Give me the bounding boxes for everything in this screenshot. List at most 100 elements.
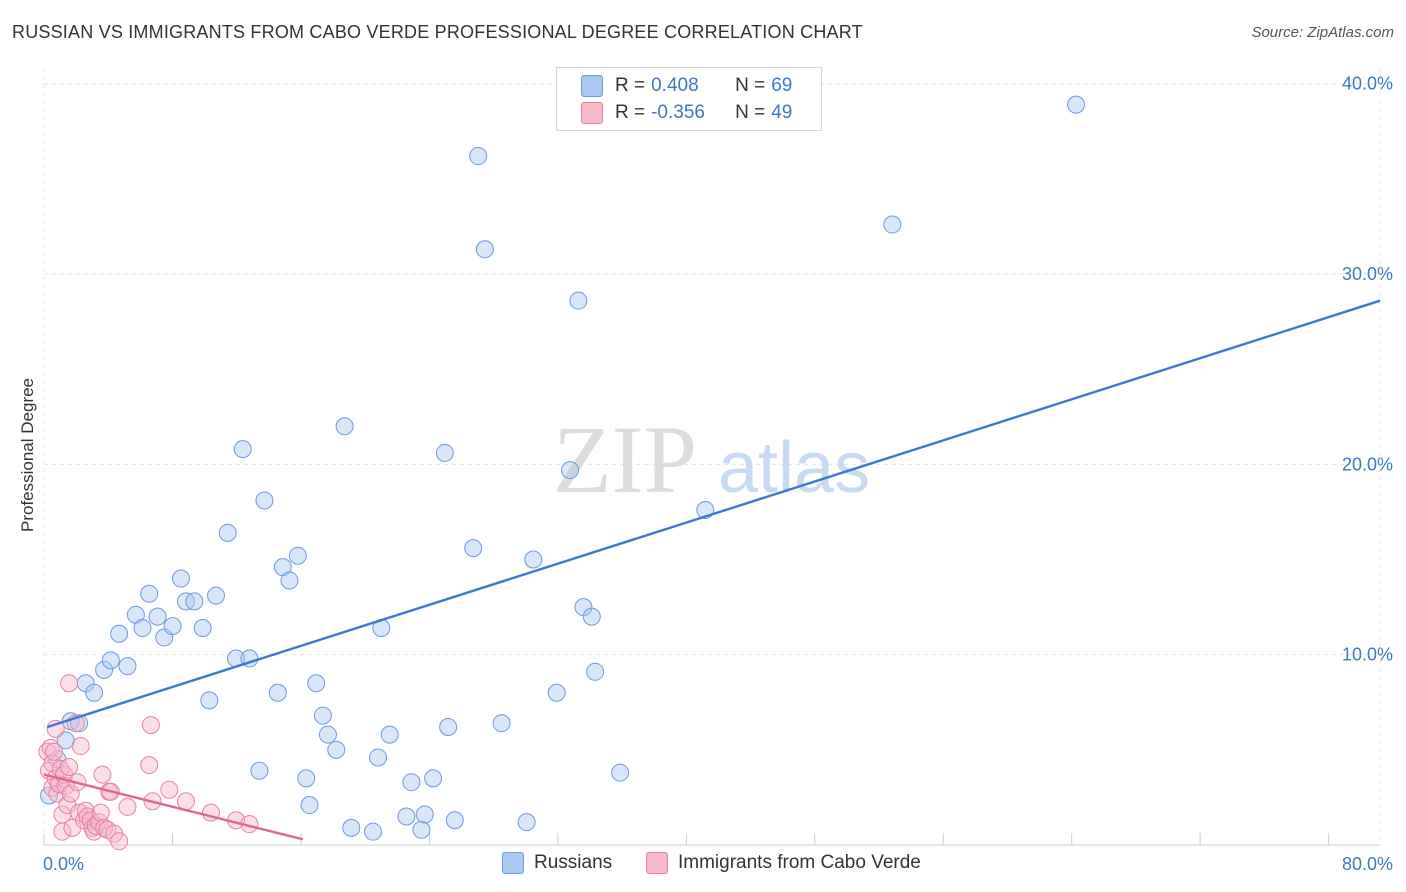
point-cabo-verde [118, 797, 137, 816]
point-russians [547, 683, 566, 702]
point-russians [369, 748, 387, 767]
point-cabo-verde [60, 757, 79, 776]
watermark-atlas: atlas [718, 428, 870, 508]
legend-row-russians: R = 0.408 N = 69 [581, 73, 792, 99]
y-tick-label: 20.0% [1342, 454, 1393, 474]
point-russians [163, 617, 182, 636]
point-cabo-verde [141, 716, 160, 735]
point-cabo-verde [53, 822, 72, 841]
point-russians [445, 811, 464, 830]
point-russians [300, 796, 319, 815]
r-label: R = [615, 102, 646, 123]
n-value: 49 [771, 102, 793, 123]
correlation-legend: R = 0.408 N = 69 R = -0.356 N = 49 [556, 67, 822, 131]
point-russians [380, 725, 399, 744]
point-russians [524, 550, 543, 569]
data-points [38, 95, 1086, 851]
point-russians [561, 461, 580, 480]
point-russians [569, 291, 588, 310]
x-tick-label-min: 0.0% [43, 854, 84, 874]
source-label: Source: ZipAtlas.com [1251, 24, 1394, 41]
point-russians [200, 691, 219, 710]
legend-item-russians[interactable]: Russians [502, 852, 612, 874]
point-russians [148, 607, 167, 626]
point-russians [439, 718, 458, 736]
point-cabo-verde [60, 674, 79, 693]
point-russians [268, 683, 287, 702]
point-russians [611, 763, 630, 782]
legend-swatch-russians [581, 75, 603, 97]
point-russians [335, 417, 354, 436]
point-russians [101, 651, 120, 670]
legend-label-russians: Russians [534, 852, 613, 873]
y-tick-labels: 10.0% 20.0% 30.0% 40.0% [1342, 74, 1393, 665]
point-russians [297, 769, 316, 788]
legend-label-cabo-verde: Immigrants from Cabo Verde [678, 852, 921, 873]
point-russians [363, 822, 382, 841]
point-russians [435, 443, 454, 462]
point-cabo-verde [140, 756, 159, 775]
point-cabo-verde [176, 792, 195, 811]
point-russians [233, 440, 252, 459]
point-russians [218, 523, 237, 542]
chart-title: RUSSIAN VS IMMIGRANTS FROM CABO VERDE PR… [12, 22, 863, 42]
x-tick-label-max: 80.0% [1342, 854, 1393, 874]
point-russians [582, 607, 601, 626]
r-value: 0.408 [651, 75, 699, 96]
r-label: R = [615, 75, 646, 96]
point-russians [207, 586, 226, 605]
point-russians [464, 539, 483, 558]
point-cabo-verde [61, 784, 80, 803]
point-russians [255, 491, 274, 510]
legend-swatch-cabo-verde [581, 102, 603, 124]
r-value: -0.356 [651, 102, 705, 123]
point-russians [110, 624, 129, 643]
y-tick-label: 30.0% [1342, 264, 1393, 284]
point-russians [313, 706, 332, 725]
point-russians [1067, 95, 1086, 114]
point-russians [193, 619, 212, 638]
point-russians [883, 215, 902, 234]
point-russians [85, 683, 104, 702]
point-russians [517, 813, 536, 832]
point-russians [327, 740, 346, 759]
point-russians [492, 714, 511, 733]
point-russians [133, 619, 152, 638]
y-tick-label: 40.0% [1342, 74, 1393, 94]
point-russians [342, 818, 361, 837]
x-axis [43, 833, 1380, 846]
series-legend: Russians Immigrants from Cabo Verde [0, 852, 1406, 878]
trend-line-cabo-verde [43, 773, 304, 841]
y-tick-label: 10.0% [1342, 645, 1393, 665]
point-russians [307, 674, 326, 693]
point-russians [280, 571, 299, 590]
point-russians [95, 660, 114, 679]
point-russians [318, 725, 337, 744]
trend-line-russians [46, 299, 1381, 729]
point-cabo-verde [160, 780, 179, 799]
point-russians [140, 584, 159, 603]
point-russians [288, 546, 307, 565]
trend-lines [43, 299, 1381, 841]
legend-row-cabo-verde: R = -0.356 N = 49 [581, 100, 792, 126]
point-cabo-verde [71, 737, 90, 756]
point-russians [250, 761, 269, 780]
point-russians [412, 820, 431, 839]
legend-item-cabo-verde[interactable]: Immigrants from Cabo Verde [646, 852, 921, 874]
point-cabo-verde [45, 742, 64, 761]
point-cabo-verde [93, 765, 112, 784]
point-russians [586, 662, 605, 681]
point-russians [171, 569, 190, 588]
point-russians [415, 805, 434, 824]
point-cabo-verde [91, 803, 110, 822]
n-label: N = [735, 75, 766, 96]
n-value: 69 [771, 75, 793, 96]
point-russians [397, 807, 416, 826]
point-russians [185, 592, 204, 611]
point-cabo-verde [95, 818, 114, 837]
legend-swatch-russians [502, 852, 524, 874]
watermark-zip: ZIP [553, 406, 697, 513]
point-cabo-verde [110, 832, 129, 851]
point-russians [402, 773, 421, 792]
